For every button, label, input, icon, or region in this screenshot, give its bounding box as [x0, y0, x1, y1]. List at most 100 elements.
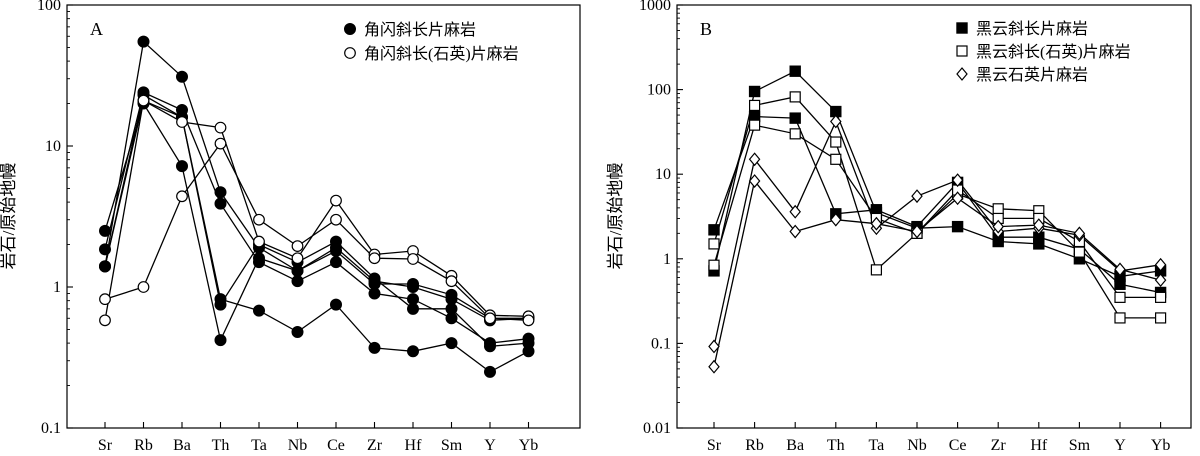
panel-b-data-point — [1114, 291, 1126, 303]
panel-a-legend-marker — [344, 23, 356, 35]
panel-a-data-point — [407, 253, 419, 265]
panel-b-series-line — [713, 96, 1161, 319]
panel-b-series-line — [713, 115, 1161, 294]
panel-a-legend-label: 角闪斜长(石英)片麻岩 — [364, 45, 519, 63]
panel-a-data-point — [291, 275, 304, 288]
panel-a-data-point — [176, 116, 188, 128]
panel-a-series-line — [104, 99, 529, 347]
panel-b-data-point — [789, 112, 801, 124]
panel-b-data-point — [1154, 273, 1167, 288]
panel-b-y-axis-label: 岩石/原始地幔 — [606, 163, 625, 270]
panel-b-data-point — [748, 85, 761, 98]
panel-b-data-point — [748, 119, 761, 131]
panel-a-data-point — [407, 278, 419, 291]
panel-a-xtick-label: Nb — [288, 437, 308, 454]
panel-b-markers — [708, 65, 1167, 374]
panel-a-lines — [104, 40, 529, 373]
panel-b-data-point — [951, 173, 964, 188]
panel-b-data-point — [789, 91, 801, 103]
panel-a-data-point — [368, 341, 381, 354]
panel-b-xtick-label: Th — [827, 437, 845, 454]
panel-a-xtick-label: Y — [484, 437, 496, 454]
panel-a-data-point — [445, 302, 458, 315]
panel-a-series-line — [104, 91, 529, 344]
panel-b-xtick-label: Yb — [1151, 437, 1171, 454]
panel-b-data-point — [911, 224, 923, 239]
panel-a-xtick-label: Ta — [251, 437, 267, 454]
panel-b-data-point — [1114, 278, 1126, 290]
panel-b-frame — [676, 4, 1192, 429]
panel-b-series-line — [713, 179, 1161, 367]
panel-a-label: A — [90, 19, 103, 39]
panel-a-series-line — [104, 102, 529, 343]
panel-a-data-point — [214, 334, 227, 347]
panel-b-legend-marker — [956, 22, 968, 34]
panel-b-data-point — [1154, 257, 1167, 272]
panel-b-legend-label: 黑云斜长片麻岩 — [976, 20, 1088, 38]
panel-b-xticks: Sr Rb Ba Th Ta Nb Ce Zr Hf Sm Y Yb — [707, 422, 1170, 454]
panel-b-data-point — [911, 189, 923, 204]
panel-b-data-point — [830, 153, 842, 165]
panel-b-lines — [713, 70, 1161, 367]
panel-b-data-point — [1154, 291, 1167, 303]
panel-a-data-point — [330, 235, 342, 248]
panel-b-xtick-label: Ta — [869, 437, 885, 454]
panel-a-xtick-label: Sm — [441, 437, 463, 454]
panel-a-data-point — [445, 288, 458, 301]
panel-a-data-point — [214, 298, 227, 311]
panel-b-ytick-label: 1 — [663, 251, 671, 268]
panel-b-data-point — [1033, 218, 1045, 233]
panel-b-data-point — [951, 191, 964, 206]
panel-b-data-point — [708, 238, 720, 250]
panel-a-data-point — [368, 272, 381, 285]
panel-b-legend-marker — [956, 67, 968, 81]
panel-a-xtick-label: Th — [212, 437, 230, 454]
panel-a-data-point — [368, 252, 381, 265]
panel-b-yticks: 0.01 0.1 1 10 100 1000 — [639, 0, 683, 437]
panel-a-data-point — [291, 240, 304, 253]
panel-b-data-point — [992, 219, 1004, 234]
panel-b-data-point — [789, 65, 801, 77]
panel-b-data-point — [708, 359, 720, 374]
panel-a-data-point — [176, 160, 188, 173]
panel-a-data-point — [407, 345, 419, 358]
panel-a-data-point — [99, 314, 111, 327]
panel-a-ytick-label: 100 — [37, 0, 61, 14]
panel-b-xtick-label: Nb — [907, 437, 927, 454]
panel-a-data-point — [253, 252, 265, 265]
panel-b-data-point — [708, 339, 720, 354]
panel-b-data-point — [830, 136, 842, 148]
panel-b-series-line — [713, 119, 1161, 347]
panel-b-data-point — [870, 264, 883, 276]
panel-a-xtick-label: Zr — [367, 437, 383, 454]
panel-b-data-point — [748, 152, 761, 167]
panel-a-data-point — [484, 340, 496, 353]
panel-a-data-point — [253, 304, 265, 317]
panel-a-data-point — [214, 121, 227, 134]
panel-a-data-point — [137, 35, 150, 48]
panel-a-data-point — [214, 197, 227, 210]
panel-a-data-point — [445, 337, 458, 350]
panel-a-data-point — [330, 298, 342, 311]
panel-b-xtick-label: Sm — [1069, 437, 1091, 454]
panel-a-data-point — [214, 137, 227, 150]
panel-b-data-point — [830, 114, 842, 129]
panel-a-xtick-label: Ce — [327, 437, 345, 454]
panel-a-frame — [66, 4, 581, 429]
panel-a-xtick-label: Ba — [173, 437, 191, 454]
panel-a-data-point — [99, 224, 111, 237]
panel-a-series-line — [104, 93, 529, 373]
panel-a-series-line — [104, 40, 529, 322]
panel-a-data-point — [330, 213, 342, 226]
panel-b-data-point — [1114, 312, 1126, 324]
panel-b-xtick-label: Ba — [786, 437, 804, 454]
panel-b-xtick-label: Zr — [991, 437, 1007, 454]
panel-b-data-point — [789, 128, 801, 140]
panel-a-data-point — [253, 235, 265, 248]
panel-b-data-point — [830, 212, 842, 227]
panel-b-xtick-label: Rb — [745, 437, 764, 454]
panel-b: 0.01 0.1 1 10 100 1000 Sr Rb Ba Th Ta Nb Ce Zr Hf Sm Y Y… — [606, 0, 1192, 454]
panel-a-series-line — [104, 142, 529, 322]
panel-a-ytick-label: 10 — [45, 138, 61, 155]
